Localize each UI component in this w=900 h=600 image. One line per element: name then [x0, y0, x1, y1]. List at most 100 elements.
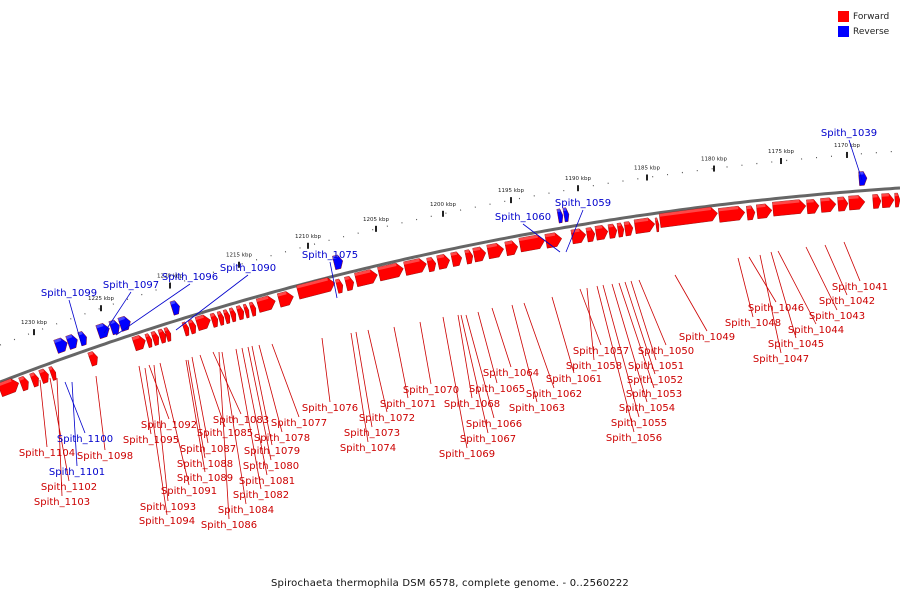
gene-label[interactable]: Spith_1041	[832, 282, 888, 293]
forward-gene-block[interactable]	[756, 203, 773, 219]
gene-label[interactable]: Spith_1052	[627, 375, 683, 386]
forward-gene-block[interactable]	[623, 221, 634, 237]
gene-label[interactable]: Spith_1039	[821, 128, 877, 139]
gene-label[interactable]: Spith_1057	[573, 346, 629, 357]
gene-label[interactable]: Spith_1042	[819, 296, 875, 307]
gene-label[interactable]: Spith_1077	[271, 418, 327, 429]
forward-gene-block[interactable]	[403, 257, 428, 276]
gene-label[interactable]: Spith_1061	[546, 374, 602, 385]
gene-label[interactable]: Spith_1099	[41, 288, 97, 299]
forward-gene-block[interactable]	[633, 217, 656, 234]
forward-gene-block[interactable]	[881, 193, 895, 208]
forward-gene-block[interactable]	[658, 206, 718, 228]
gene-label[interactable]: Spith_1083	[213, 415, 269, 426]
gene-label[interactable]: Spith_1054	[619, 403, 675, 414]
gene-label[interactable]: Spith_1081	[239, 476, 295, 487]
forward-gene-block[interactable]	[48, 366, 58, 381]
forward-gene-block[interactable]	[450, 251, 464, 267]
forward-gene-block[interactable]	[194, 313, 212, 331]
gene-label[interactable]: Spith_1104	[19, 448, 75, 459]
gene-label[interactable]: Spith_1078	[254, 433, 310, 444]
gene-label[interactable]: Spith_1049	[679, 332, 735, 343]
forward-gene-block[interactable]	[717, 205, 746, 223]
gene-label[interactable]: Spith_1084	[218, 505, 274, 516]
gene-label[interactable]: Spith_1043	[809, 311, 865, 322]
gene-label[interactable]: Spith_1082	[233, 490, 289, 501]
gene-label[interactable]: Spith_1062	[526, 389, 582, 400]
gene-label[interactable]: Spith_1053	[626, 389, 682, 400]
forward-gene-block[interactable]	[806, 199, 820, 215]
reverse-gene-block[interactable]	[53, 336, 70, 354]
gene-label[interactable]: Spith_1069	[439, 449, 495, 460]
gene-label[interactable]: Spith_1074	[340, 443, 396, 454]
gene-label[interactable]: Spith_1080	[243, 461, 299, 472]
forward-gene-block[interactable]	[222, 309, 232, 325]
gene-label[interactable]: Spith_1047	[753, 354, 809, 365]
gene-label[interactable]: Spith_1088	[177, 459, 233, 470]
forward-gene-block[interactable]	[872, 194, 882, 209]
forward-gene-block[interactable]	[150, 331, 161, 346]
gene-label[interactable]: Spith_1092	[141, 420, 197, 431]
gene-label[interactable]: Spith_1059	[555, 198, 611, 209]
forward-gene-block[interactable]	[464, 249, 475, 265]
gene-label[interactable]: Spith_1086	[201, 520, 257, 531]
gene-label[interactable]: Spith_1055	[611, 418, 667, 429]
forward-gene-block[interactable]	[242, 303, 251, 319]
gene-label[interactable]: Spith_1050	[638, 346, 694, 357]
forward-gene-block[interactable]	[0, 377, 21, 397]
gene-label[interactable]: Spith_1079	[244, 446, 300, 457]
gene-label[interactable]: Spith_1070	[403, 385, 459, 396]
gene-label[interactable]: Spith_1072	[359, 413, 415, 424]
gene-label[interactable]: Spith_1097	[103, 280, 159, 291]
forward-gene-block[interactable]	[296, 276, 336, 300]
forward-gene-block[interactable]	[504, 240, 519, 257]
gene-label[interactable]: Spith_1103	[34, 497, 90, 508]
forward-gene-block[interactable]	[29, 372, 41, 388]
forward-gene-block[interactable]	[377, 262, 405, 282]
gene-label[interactable]: Spith_1098	[77, 451, 133, 462]
forward-gene-block[interactable]	[894, 192, 900, 208]
forward-gene-block[interactable]	[157, 328, 168, 344]
forward-gene-block[interactable]	[772, 199, 807, 217]
gene-label[interactable]: Spith_1045	[768, 339, 824, 350]
gene-label[interactable]: Spith_1056	[606, 433, 662, 444]
gene-label[interactable]: Spith_1063	[509, 403, 565, 414]
forward-gene-block[interactable]	[276, 290, 295, 308]
forward-gene-block[interactable]	[654, 217, 660, 233]
forward-gene-block[interactable]	[426, 257, 438, 273]
forward-gene-block[interactable]	[248, 301, 258, 317]
gene-label[interactable]: Spith_1085	[197, 428, 253, 439]
forward-gene-block[interactable]	[209, 312, 220, 328]
forward-gene-block[interactable]	[518, 234, 546, 253]
gene-label[interactable]: Spith_1051	[628, 361, 684, 372]
forward-gene-block[interactable]	[848, 195, 866, 211]
forward-gene-block[interactable]	[216, 311, 226, 326]
forward-gene-block[interactable]	[344, 275, 355, 292]
gene-label[interactable]: Spith_1090	[220, 263, 276, 274]
gene-label[interactable]: Spith_1096	[162, 272, 218, 283]
gene-label[interactable]: Spith_1087	[180, 444, 236, 455]
forward-gene-block[interactable]	[594, 225, 609, 241]
gene-label[interactable]: Spith_1075	[302, 250, 358, 261]
reverse-gene-block[interactable]	[169, 300, 182, 316]
gene-label[interactable]: Spith_1060	[495, 212, 551, 223]
reverse-gene-block[interactable]	[65, 333, 80, 350]
gene-label[interactable]: Spith_1071	[380, 399, 436, 410]
forward-gene-block[interactable]	[570, 228, 587, 245]
forward-gene-block[interactable]	[255, 294, 277, 313]
forward-gene-block[interactable]	[607, 223, 618, 239]
gene-label[interactable]: Spith_1058	[566, 361, 622, 372]
forward-gene-block[interactable]	[585, 227, 596, 243]
forward-gene-block[interactable]	[131, 334, 148, 352]
gene-label[interactable]: Spith_1066	[466, 419, 522, 430]
gene-label[interactable]: Spith_1068	[444, 399, 500, 410]
forward-gene-block[interactable]	[163, 327, 173, 342]
forward-gene-block[interactable]	[228, 307, 238, 323]
forward-gene-block[interactable]	[87, 350, 100, 367]
forward-gene-block[interactable]	[354, 268, 379, 288]
reverse-gene-block[interactable]	[95, 322, 112, 340]
forward-gene-block[interactable]	[18, 375, 31, 392]
forward-gene-block[interactable]	[746, 205, 756, 221]
forward-gene-block[interactable]	[837, 196, 849, 212]
forward-gene-block[interactable]	[486, 242, 505, 260]
